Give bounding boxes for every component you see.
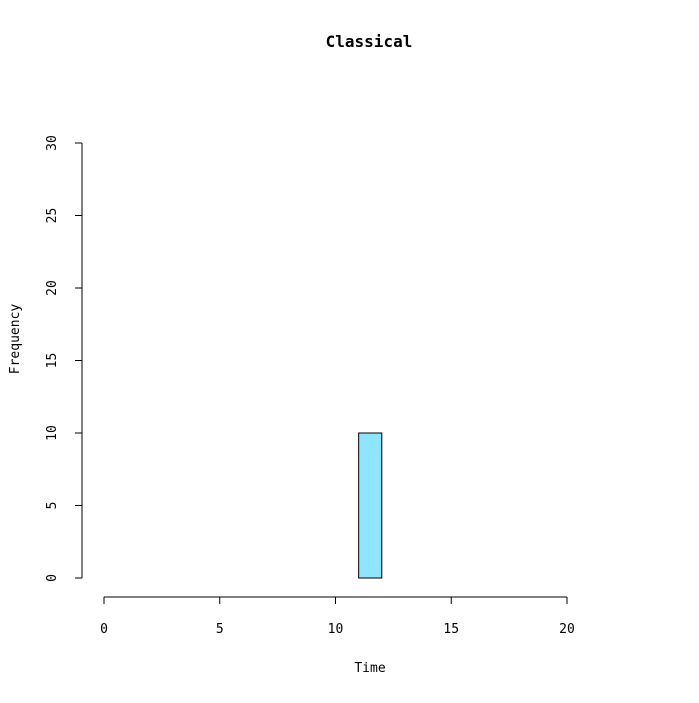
y-tick-label: 10 xyxy=(45,425,60,441)
x-axis: 0 5 10 15 20 xyxy=(100,596,575,637)
chart-title: Classical xyxy=(326,32,413,51)
x-tick-label: 5 xyxy=(216,622,224,637)
x-tick-label: 10 xyxy=(328,622,344,637)
y-tick-label: 15 xyxy=(45,353,60,369)
y-tick-label: 5 xyxy=(45,502,60,510)
y-tick-label: 0 xyxy=(45,574,60,582)
y-axis: 0 5 10 15 20 25 30 xyxy=(45,135,83,582)
y-tick-label: 25 xyxy=(45,208,60,224)
x-tick-label: 0 xyxy=(100,622,108,637)
x-tick-label: 15 xyxy=(443,622,459,637)
x-axis-label: Time xyxy=(354,661,385,676)
x-tick-label: 20 xyxy=(559,622,575,637)
y-axis-label: Frequency xyxy=(8,304,23,375)
y-tick-label: 30 xyxy=(45,135,60,151)
bars-layer xyxy=(358,432,383,579)
y-tick-label: 20 xyxy=(45,280,60,296)
histogram-bar xyxy=(358,432,383,579)
